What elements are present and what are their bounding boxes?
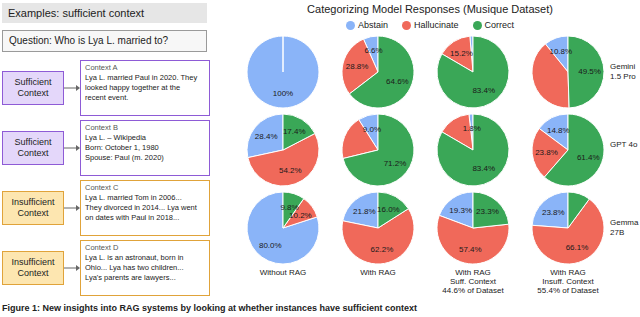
svg-text:10.8%: 10.8% bbox=[549, 47, 572, 56]
html-text:Insufficient: Insufficient bbox=[11, 197, 55, 207]
html-text:Context A: Context A bbox=[85, 63, 118, 72]
svg-text:64.6%: 64.6% bbox=[386, 77, 409, 86]
html-text:Context B: Context B bbox=[85, 123, 118, 132]
svg-text:80.0%: 80.0% bbox=[259, 241, 282, 250]
html-text:27B: 27B bbox=[610, 228, 625, 237]
html-text:Without RAG: Without RAG bbox=[259, 268, 307, 277]
svg-text:9.0%: 9.0% bbox=[363, 125, 381, 134]
svg-text:54.2%: 54.2% bbox=[279, 166, 302, 175]
svg-text:28.8%: 28.8% bbox=[346, 62, 369, 71]
svg-text:49.5%: 49.5% bbox=[578, 67, 601, 76]
svg-text:9.8%: 9.8% bbox=[280, 203, 298, 212]
svg-text:6.6%: 6.6% bbox=[364, 46, 382, 55]
svg-text:10.2%: 10.2% bbox=[289, 211, 312, 220]
svg-text:100%: 100% bbox=[273, 89, 293, 98]
html-text:Lya L. married Tom in 2006...: Lya L. married Tom in 2006... bbox=[85, 193, 182, 202]
html-text:They divorced in 2014... Lya w: They divorced in 2014... Lya went bbox=[85, 203, 197, 212]
html-text:44.6% of Dataset: 44.6% of Dataset bbox=[442, 286, 504, 295]
html-text:Hallucinate: Hallucinate bbox=[414, 20, 459, 30]
html-text:Born: October 1, 1980: Born: October 1, 1980 bbox=[85, 143, 159, 152]
html-text:Sufficient: Sufficient bbox=[14, 77, 52, 87]
html-text:Lya L. – Wikipedia: Lya L. – Wikipedia bbox=[85, 133, 146, 142]
html-text:Categorizing Model Responses (: Categorizing Model Responses (Musique Da… bbox=[307, 3, 553, 15]
html-text:1.5 Pro: 1.5 Pro bbox=[610, 72, 636, 81]
svg-text:28.4%: 28.4% bbox=[255, 132, 278, 141]
svg-text:66.1%: 66.1% bbox=[566, 243, 589, 252]
html-text:55.4% of Dataset: 55.4% of Dataset bbox=[537, 286, 599, 295]
html-text:Context: Context bbox=[17, 88, 49, 98]
html-text:With RAG: With RAG bbox=[360, 268, 396, 277]
svg-text:17.4%: 17.4% bbox=[283, 127, 306, 136]
html-text:Correct: Correct bbox=[484, 20, 514, 30]
html-text:Context D: Context D bbox=[85, 243, 119, 252]
html-text:Context: Context bbox=[17, 148, 49, 158]
html-text:Abstain: Abstain bbox=[358, 20, 388, 30]
html-text:Spouse: Paul (m. 2020): Spouse: Paul (m. 2020) bbox=[85, 153, 164, 162]
html-text:Insufficient: Insufficient bbox=[11, 257, 55, 267]
svg-text:21.8%: 21.8% bbox=[353, 207, 376, 216]
html-text:Question: Who is Lya L. marrie: Question: Who is Lya L. married to? bbox=[9, 35, 169, 46]
html-text:Context: Context bbox=[17, 268, 49, 278]
svg-text:62.2%: 62.2% bbox=[371, 245, 394, 254]
svg-text:83.4%: 83.4% bbox=[472, 164, 495, 173]
html-text:looked happy together at the: looked happy together at the bbox=[85, 83, 181, 92]
html-text:Context C: Context C bbox=[85, 183, 119, 192]
svg-text:1.8%: 1.8% bbox=[463, 124, 481, 133]
html-text:on dates with Paul in 2018...: on dates with Paul in 2018... bbox=[85, 213, 180, 222]
svg-text:23.8%: 23.8% bbox=[535, 148, 558, 157]
svg-text:83.4%: 83.4% bbox=[472, 86, 495, 95]
html-text:Gemini: Gemini bbox=[610, 62, 636, 71]
svg-text:61.4%: 61.4% bbox=[577, 153, 600, 162]
html-text:With RAG: With RAG bbox=[455, 268, 491, 277]
html-text:Sufficient: Sufficient bbox=[14, 137, 52, 147]
svg-text:71.2%: 71.2% bbox=[384, 159, 407, 168]
svg-text:16.0%: 16.0% bbox=[377, 205, 400, 214]
html-text:Insuff. Context: Insuff. Context bbox=[542, 277, 594, 286]
html-text:Lya L. is an astronaut, born i: Lya L. is an astronaut, born in bbox=[85, 253, 184, 262]
html-text:Lya L. married Paul in 2020. T: Lya L. married Paul in 2020. They bbox=[85, 73, 198, 82]
svg-text:23.3%: 23.3% bbox=[476, 207, 499, 216]
html-text:Examples: sufficient context: Examples: sufficient context bbox=[8, 7, 145, 19]
svg-text:19.3%: 19.3% bbox=[449, 206, 472, 215]
svg-text:15.2%: 15.2% bbox=[450, 49, 473, 58]
html-text:With RAG: With RAG bbox=[550, 268, 586, 277]
html-text:Gemma: Gemma bbox=[610, 218, 639, 227]
svg-text:14.8%: 14.8% bbox=[547, 126, 570, 135]
html-text:Lya's parents are lawyers...: Lya's parents are lawyers... bbox=[85, 273, 176, 282]
svg-text:23.8%: 23.8% bbox=[542, 208, 565, 217]
html-text:Figure 1: New insights into RA: Figure 1: New insights into RAG systems … bbox=[2, 303, 418, 313]
html-text:recent event.: recent event. bbox=[85, 93, 129, 102]
html-text:Suff. Context: Suff. Context bbox=[449, 277, 496, 286]
html-text:Ohio... Lya has two children..: Ohio... Lya has two children... bbox=[85, 263, 184, 272]
svg-text:57.4%: 57.4% bbox=[459, 245, 482, 254]
html-text:Context: Context bbox=[17, 208, 49, 218]
html-text:GPT 4o: GPT 4o bbox=[610, 140, 638, 149]
